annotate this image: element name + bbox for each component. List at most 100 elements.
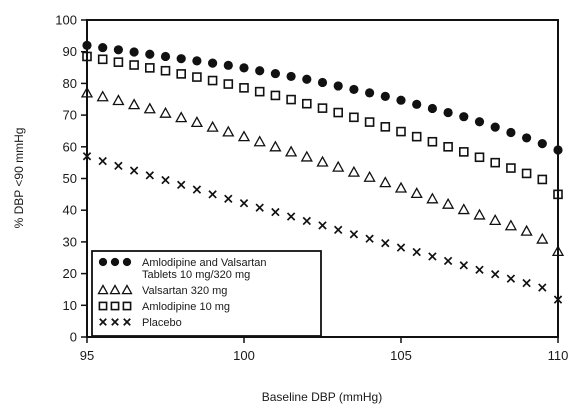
circle-marker (333, 81, 343, 91)
circle-marker (98, 42, 108, 53)
triangle-marker (316, 155, 329, 167)
circle-legend-marker (110, 257, 120, 267)
triangle-marker (284, 145, 298, 157)
square-marker (349, 112, 359, 123)
x-marker (475, 265, 484, 274)
x-marker (98, 156, 107, 166)
y-tick-label: 70 (63, 108, 77, 123)
triangle-marker (96, 90, 109, 102)
circle-marker (192, 56, 202, 66)
x-marker (129, 166, 139, 175)
circle-marker (459, 112, 469, 122)
x-marker (459, 261, 469, 270)
y-tick-label: 30 (63, 234, 77, 249)
circle-legend-marker (122, 257, 132, 267)
circle-marker (286, 71, 296, 82)
triangle-marker (504, 219, 518, 231)
square-marker (207, 75, 218, 86)
circle-marker (412, 99, 422, 109)
square-marker (301, 98, 312, 109)
x-marker (239, 199, 249, 208)
triangle-legend-marker (109, 284, 121, 295)
triangle-marker (473, 208, 486, 220)
x-marker (208, 190, 217, 199)
triangle-marker (520, 224, 533, 236)
square-marker (239, 83, 249, 93)
circle-marker (490, 122, 500, 132)
x-marker (286, 212, 296, 221)
x-marker (302, 216, 312, 226)
x-marker (349, 230, 359, 239)
square-legend-marker (122, 301, 132, 311)
square-marker (129, 60, 139, 70)
x-marker (412, 247, 421, 257)
square-marker (537, 174, 548, 185)
triangle-marker (363, 170, 376, 182)
y-axis: 0 10 20 30 40 50 60 70 80 90 100 (55, 13, 87, 345)
x-tick-label: 105 (390, 348, 412, 363)
circle-marker (427, 103, 437, 114)
y-tick-label: 50 (63, 171, 77, 186)
circle-marker (522, 133, 532, 143)
x-legend-marker (99, 318, 107, 326)
triangle-marker (441, 197, 455, 209)
x-tick-label: 100 (233, 348, 255, 363)
square-marker (192, 72, 202, 82)
x-marker (224, 194, 233, 203)
triangle-marker (269, 140, 282, 152)
square-marker (113, 57, 124, 67)
y-axis-label: % DBP <90 mmHg (12, 128, 26, 229)
triangle-marker (347, 165, 361, 177)
square-marker (364, 117, 375, 127)
x-marker (538, 283, 547, 292)
circle-marker (113, 45, 123, 55)
legend-label: Amlodipine 10 mg (142, 301, 230, 313)
x-marker (192, 185, 202, 194)
triangle-marker (253, 135, 266, 147)
x-marker (114, 161, 123, 171)
x-marker (318, 221, 327, 230)
circle-marker (176, 54, 186, 64)
square-marker (411, 131, 422, 142)
x-marker (443, 256, 453, 266)
circle-marker (208, 58, 218, 68)
square-marker (254, 86, 265, 97)
square-marker (458, 147, 469, 157)
triangle-marker (112, 94, 125, 106)
legend-label: Tablets 10 mg/320 mg (142, 269, 250, 281)
data-markers (80, 40, 565, 304)
triangle-marker (127, 98, 141, 110)
y-tick-label: 60 (63, 139, 77, 154)
x-marker (333, 225, 343, 235)
triangle-legend-marker (97, 284, 109, 295)
triangle-marker (143, 102, 156, 114)
x-marker (365, 234, 374, 243)
circle-marker (349, 84, 359, 95)
square-marker (223, 79, 234, 89)
circle-marker (396, 95, 406, 105)
triangle-legend-marker (121, 284, 133, 295)
x-marker (506, 274, 516, 283)
triangle-marker (237, 130, 251, 142)
circle-marker (443, 107, 453, 118)
y-tick-label: 80 (63, 76, 77, 91)
triangle-marker (159, 106, 172, 118)
legend-label: Placebo (142, 317, 182, 329)
circle-legend-marker (98, 257, 108, 267)
y-tick-label: 90 (63, 44, 77, 59)
circle-marker (537, 139, 547, 149)
triangle-marker (332, 160, 345, 172)
circle-marker (223, 60, 233, 70)
square-marker (380, 122, 391, 132)
circle-marker (145, 49, 155, 59)
square-marker (176, 69, 186, 79)
square-marker (427, 136, 438, 147)
triangle-marker (457, 203, 470, 215)
circle-marker (302, 74, 312, 84)
square-legend-marker (110, 301, 120, 311)
triangle-marker (536, 232, 549, 244)
circle-marker (270, 68, 280, 79)
circle-marker (255, 66, 265, 76)
